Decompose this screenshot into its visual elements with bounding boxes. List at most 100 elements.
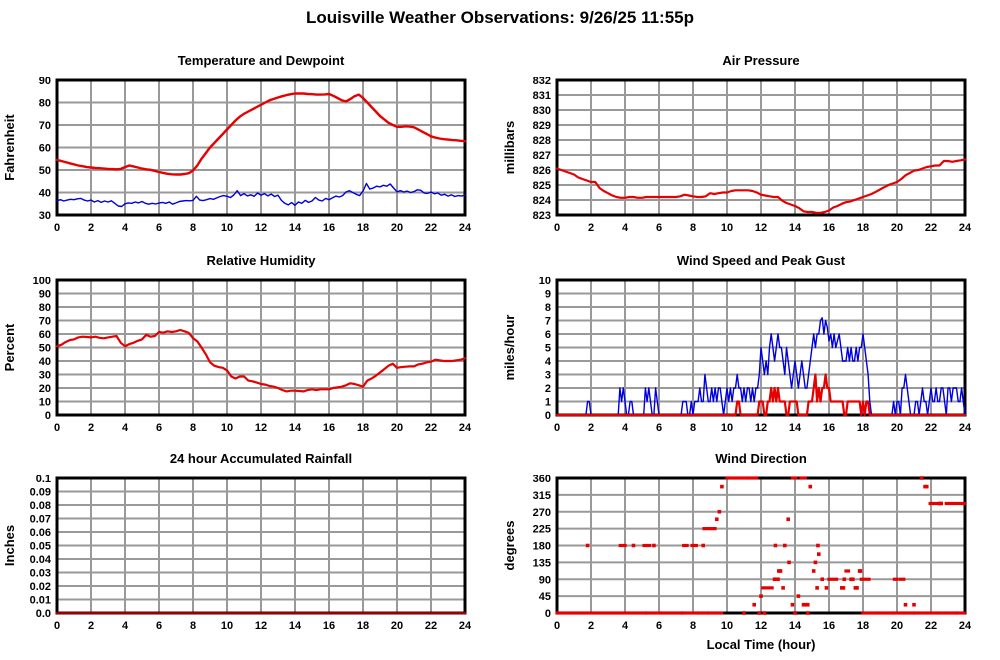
scatter-run: [928, 501, 939, 506]
y-tick-label: 80: [39, 98, 51, 110]
x-tick-label: 8: [190, 620, 196, 632]
scatter-run: [618, 543, 627, 548]
y-tick-label: 60: [39, 143, 51, 155]
y-tick-label: 8: [545, 302, 551, 314]
scatter-dot: [585, 543, 590, 548]
x-tick-label: 8: [690, 222, 696, 234]
scatter-run: [859, 577, 871, 581]
y-tick-label: 824: [533, 195, 552, 207]
series-temperature: [55, 92, 467, 176]
x-tick-label: 8: [690, 620, 696, 632]
scatter-dot: [773, 543, 778, 548]
scatter-dot: [796, 594, 801, 598]
x-tick-label: 16: [323, 422, 335, 434]
scatter-dot: [772, 577, 777, 582]
scatter-dot: [939, 501, 943, 506]
x-tick-label: 14: [789, 620, 802, 632]
chart-title-wind-speed-gust: Wind Speed and Peak Gust: [676, 253, 846, 268]
y-tick-label: 0.05: [30, 541, 51, 553]
x-tick-label: 14: [289, 620, 302, 632]
x-tick-label: 4: [622, 222, 629, 234]
x-tick-label: 2: [588, 422, 594, 434]
scatter-dot: [631, 543, 636, 548]
x-tick-label: 20: [891, 422, 903, 434]
y-tick-label: 180: [533, 541, 551, 553]
scatter-dot: [757, 611, 762, 615]
series-dewpoint: [56, 182, 466, 208]
scatter-dot: [811, 569, 816, 573]
x-tick-label: 8: [190, 422, 196, 434]
x-tick-label: 14: [289, 222, 302, 234]
chart-relative-humidity: Relative Humidity 0 10 20 30 40 50 60 70 80 90 100…: [0, 253, 480, 436]
x-tick-label: 6: [156, 620, 162, 632]
scatter-run: [645, 611, 663, 615]
scatter-run: [761, 586, 774, 590]
x-tick-label: 18: [357, 422, 369, 434]
y-axis-label: millibars: [502, 121, 517, 174]
y-tick-label: 0.09: [30, 487, 51, 499]
x-tick-label: 2: [588, 222, 594, 234]
x-tick-label: 22: [425, 620, 437, 632]
x-tick-label: 20: [391, 620, 403, 632]
scatter-run: [861, 611, 880, 615]
x-tick-label: 4: [122, 422, 129, 434]
scatter-dot: [720, 484, 724, 489]
x-tick-label: 4: [622, 620, 629, 632]
x-tick-label: 22: [925, 620, 937, 632]
scatter-dot: [903, 602, 908, 607]
chart-temperature-dewpoint: Temperature and Dewpoint 30 40 50 60 70 80 90 0…: [0, 53, 480, 236]
x-tick-label: 10: [721, 620, 733, 632]
x-tick-label: 20: [391, 422, 403, 434]
scatter-run: [799, 476, 807, 480]
y-tick-label: 5: [545, 343, 551, 355]
x-tick-label: 4: [622, 422, 629, 434]
scatter-dot: [808, 484, 813, 489]
scatter-dot: [851, 577, 855, 582]
y-tick-label: 0.06: [30, 527, 51, 539]
scatter-dot: [919, 476, 924, 480]
scatter-dot: [778, 569, 783, 573]
scatter-run: [747, 476, 759, 480]
plot-border: [55, 278, 467, 417]
series-peak-gust: [556, 317, 966, 416]
page-title: Louisville Weather Observations: 9/26/25…: [305, 8, 695, 27]
x-tick-label: 18: [357, 222, 369, 234]
y-tick-label: 831: [533, 90, 551, 102]
scatter-dot: [790, 602, 795, 607]
scatter-run: [827, 577, 839, 581]
x-tick-label: 0: [554, 222, 560, 234]
scatter-run: [642, 543, 652, 548]
y-tick-label: 832: [533, 77, 551, 87]
y-tick-label: 0.04: [30, 554, 52, 566]
scatter-run: [681, 611, 699, 615]
y-tick-label: 0.03: [30, 568, 51, 580]
y-axis-label: Fahrenheit: [2, 114, 17, 181]
x-tick-label: 22: [925, 422, 937, 434]
scatter-dot: [817, 552, 821, 556]
scatter-run: [892, 611, 905, 615]
scatter-dot: [858, 569, 863, 573]
scatter-dot: [924, 484, 929, 489]
chart-rainfall: 24 hour Accumulated Rainfall 0.0 0.01 0.02…: [0, 451, 480, 634]
y-axis-label: degrees: [502, 521, 517, 571]
scatter-run: [790, 476, 798, 480]
x-tick-label: 2: [588, 620, 594, 632]
scatter-dot: [652, 543, 656, 548]
scatter-dot: [762, 611, 767, 615]
series-humidity: [55, 328, 467, 393]
x-tick-label: 6: [656, 422, 662, 434]
chart-title-wind-direction: Wind Direction: [715, 451, 807, 466]
x-axis-label: Local Time (hour): [707, 637, 816, 652]
y-tick-label: 0.0: [36, 608, 51, 620]
x-tick-label: 22: [425, 222, 437, 234]
scatter-dot: [793, 611, 797, 615]
y-tick-label: 40: [39, 356, 51, 368]
scatter-run: [697, 611, 710, 615]
scatter-run: [892, 577, 899, 581]
x-tick-label: 6: [656, 620, 662, 632]
x-tick-label: 6: [156, 422, 162, 434]
scatter-run: [660, 611, 684, 615]
